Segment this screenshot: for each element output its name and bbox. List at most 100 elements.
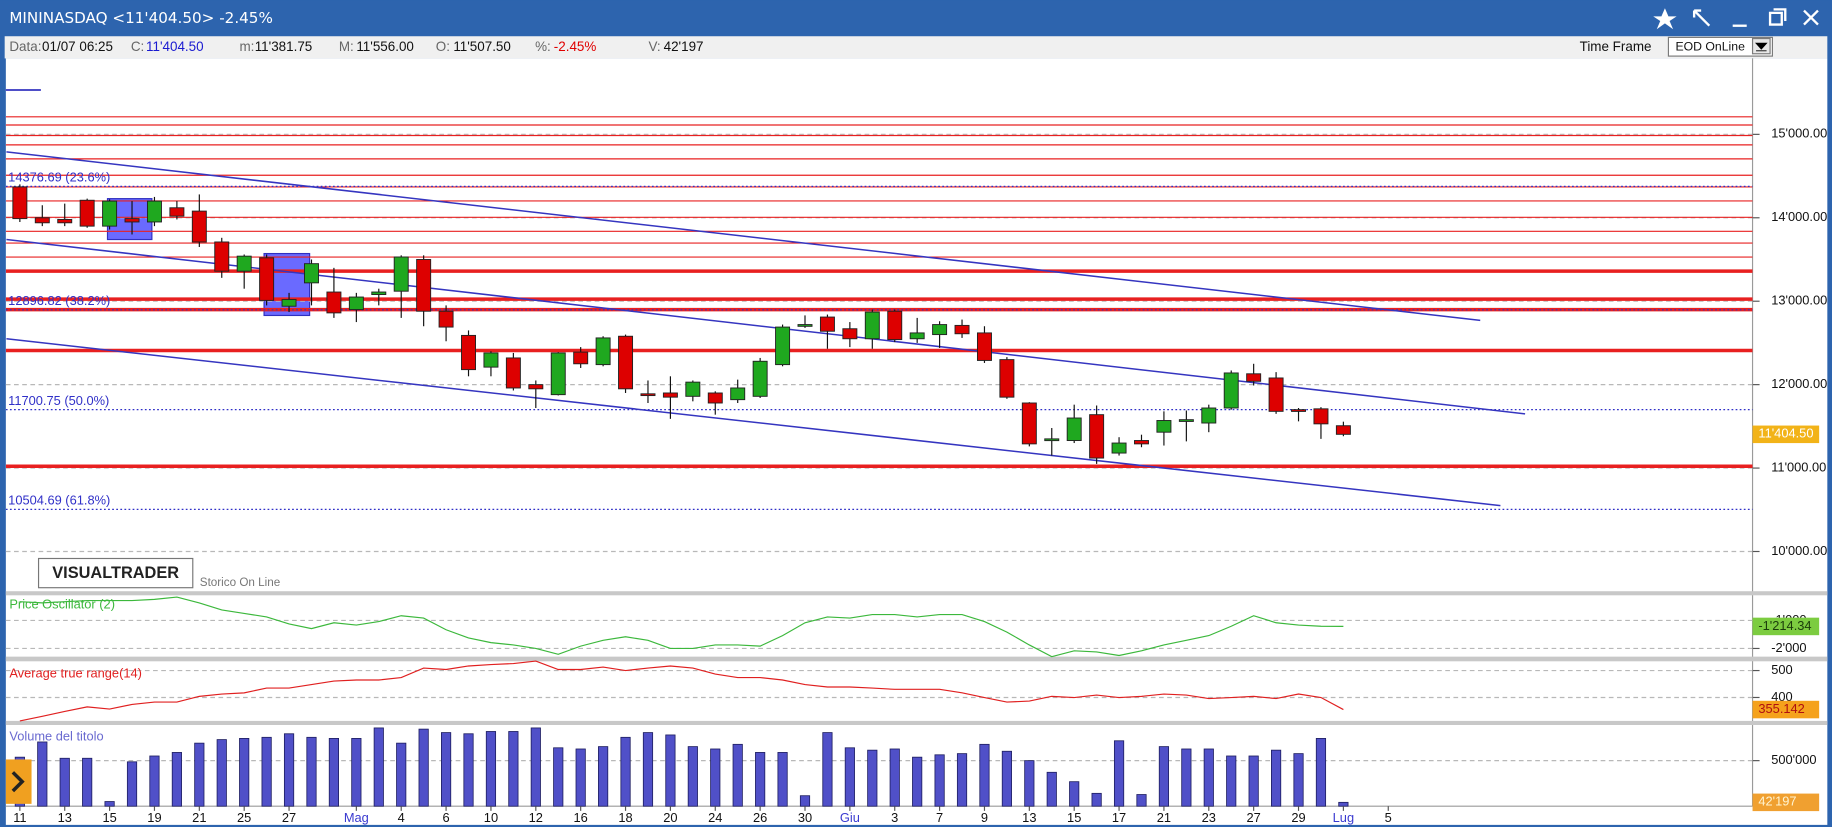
y-tick-label: 13'000.00 (1771, 293, 1827, 308)
candle-body (169, 207, 185, 217)
candle-body (371, 291, 387, 296)
volume-bar (1024, 760, 1035, 807)
volume-bar (1113, 740, 1125, 807)
candle-body (999, 359, 1015, 398)
info-value: 11'507.50 (453, 39, 511, 54)
x-tick-label: 9 (981, 810, 988, 825)
volume-bar (82, 757, 93, 807)
candle-body (954, 324, 970, 335)
x-tick-label: 3 (891, 810, 898, 825)
info-label: C: (131, 39, 144, 54)
volume-bar (642, 732, 654, 807)
dropdown-arrow (1755, 42, 1768, 52)
candle-body (887, 310, 903, 341)
volume-bar (1293, 753, 1304, 807)
info-label: %: (535, 39, 551, 54)
candle-body (573, 351, 589, 365)
volume-bar (373, 727, 384, 807)
candle-body (528, 384, 544, 390)
candle-body (416, 259, 432, 312)
info-label: M: (339, 39, 354, 54)
candle-body (1201, 407, 1217, 424)
volume-bar (710, 748, 721, 807)
candle-body (12, 186, 28, 220)
candle-body (909, 332, 925, 340)
candle-body (1313, 408, 1329, 425)
volume-bar (351, 738, 362, 807)
panel-separator (5, 720, 1828, 725)
x-tick-label: 15 (102, 810, 116, 825)
last-value-box (1752, 700, 1820, 719)
time-frame-select[interactable] (1667, 36, 1773, 57)
volume-bar (530, 727, 541, 807)
volume-bar (755, 752, 766, 807)
volume-bar (553, 747, 564, 807)
candle-body (550, 352, 566, 396)
x-tick-label: Lug (1333, 810, 1354, 825)
candle-body (1021, 402, 1037, 445)
candle-body (505, 357, 521, 389)
logo-box (37, 557, 194, 589)
y-tick-label: 500 (1771, 662, 1792, 677)
volume-bar (889, 748, 900, 807)
volume-bar (508, 731, 519, 807)
volume-bar (822, 732, 833, 807)
candle-body (595, 337, 611, 366)
volume-bar (956, 753, 968, 807)
x-tick-label: 16 (574, 810, 588, 825)
favorite-button[interactable] (1653, 8, 1677, 30)
expand-button[interactable] (5, 759, 32, 804)
x-tick-label: 24 (708, 810, 722, 825)
candle-body (1066, 417, 1082, 442)
volume-bar (485, 731, 497, 807)
info-label: O: (436, 39, 450, 54)
volume-bar (620, 736, 631, 807)
last-value-label: 42'197 (1758, 794, 1796, 809)
candle-body (1089, 414, 1105, 459)
chart-layer: 10'000.00 11'000.00 12'000.00 13'000.00 14'0… (5, 116, 1827, 825)
panel-separator (5, 591, 1828, 596)
volume-bar (575, 748, 586, 807)
candle-body (707, 392, 723, 404)
expand-arrow (11, 771, 25, 793)
fib-label: 14376.69 (23.6%) (8, 170, 110, 185)
volume-bar (396, 742, 407, 807)
pin-button[interactable] (1692, 9, 1711, 27)
y-tick-label: 12'000.00 (1771, 376, 1827, 391)
candle-body (483, 352, 499, 368)
candle-body (662, 392, 678, 398)
x-tick-label: Mag (344, 810, 369, 825)
x-tick-label: 13 (58, 810, 72, 825)
close-button[interactable] (1803, 9, 1819, 26)
last-value-label: 355.142 (1758, 701, 1804, 716)
candle-body (326, 291, 342, 314)
x-tick-label: 10 (484, 810, 498, 825)
candle-body (775, 326, 791, 366)
volume-bar (1315, 738, 1327, 807)
candle-body (348, 296, 364, 311)
last-value-box (1752, 425, 1820, 444)
volume-bar (239, 738, 250, 807)
panel-title: Price Oscillator (2) (9, 597, 115, 612)
restore-button[interactable] (1768, 8, 1787, 26)
candle-body (393, 256, 409, 292)
info-label: Data: (9, 39, 41, 54)
volume-bar (1069, 781, 1080, 807)
candle-body (1111, 442, 1127, 454)
candle-body (1335, 425, 1351, 435)
candle-body (842, 328, 858, 340)
window-title: MININASDAQ <11'404.50> -2.45% (9, 9, 273, 27)
volume-bar (1226, 755, 1237, 807)
time-frame-value: EOD OnLine (1675, 40, 1745, 54)
last-value-box (1752, 617, 1820, 636)
fib-label: 10504.69 (61.8%) (8, 493, 110, 508)
candle-body (214, 241, 230, 272)
candle-body (79, 199, 95, 227)
candle-body (864, 311, 880, 340)
candle-body (259, 257, 275, 301)
volume-bar (687, 746, 698, 807)
y-tick-label: 11'000.00 (1771, 459, 1826, 474)
